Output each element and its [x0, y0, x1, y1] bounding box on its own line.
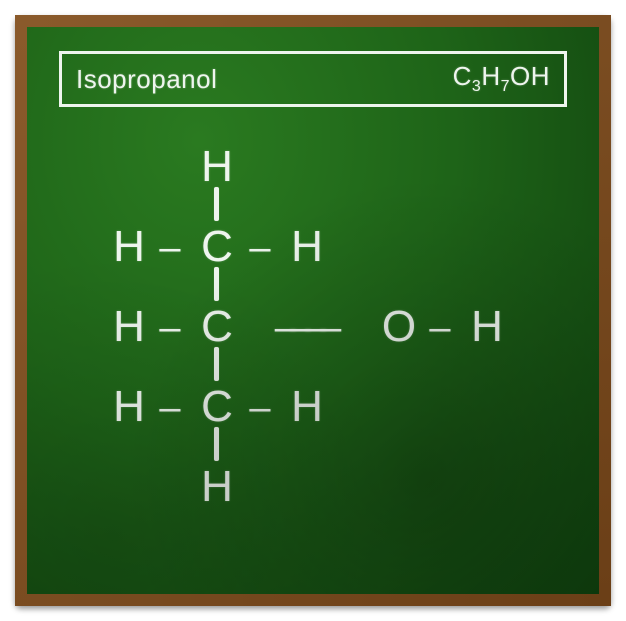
bond-C1-H1r: –: [245, 229, 275, 273]
formula-sub7: 7: [501, 79, 510, 96]
molecular-formula: C3H7OH: [453, 61, 550, 96]
compound-name: Isopropanol: [76, 64, 217, 95]
bond-C3-H3r: –: [245, 389, 275, 433]
title-box: Isopropanol C3H7OH: [59, 51, 567, 107]
chalkboard-surface: Isopropanol C3H7OH HHCHHCOHHCHH–––––––––…: [27, 27, 599, 594]
formula-H: H: [481, 61, 500, 91]
atom-H1r: H: [285, 225, 329, 269]
structural-formula: HHCHHCOHHCHH––––––––––: [77, 137, 577, 577]
atom-C1: C: [195, 225, 239, 269]
formula-OH: OH: [510, 61, 550, 91]
bond-O-Hoh: –: [425, 309, 455, 353]
bond-C1-C2: [214, 267, 219, 301]
atom-H2l: H: [107, 305, 151, 349]
bond-H3l-C3: –: [155, 389, 185, 433]
atom-Htop: H: [195, 145, 239, 189]
bond-H2l-C2: –: [155, 309, 185, 353]
bond-C3-Hbot: [214, 427, 219, 461]
atom-H3r: H: [285, 385, 329, 429]
atom-Hbot: H: [195, 465, 239, 509]
bond-C2-C3: [214, 347, 219, 381]
atom-C3: C: [195, 385, 239, 429]
atom-C2: C: [195, 305, 239, 349]
bond-H1l-C1: –: [155, 229, 185, 273]
atom-H3l: H: [107, 385, 151, 429]
bond-C2-O: ––––: [245, 309, 365, 353]
atom-O: O: [377, 305, 421, 349]
formula-C: C: [453, 61, 472, 91]
bond-Htop-C1: [214, 187, 219, 221]
atom-H1l: H: [107, 225, 151, 269]
atom-Hoh: H: [465, 305, 509, 349]
chalkboard-frame: Isopropanol C3H7OH HHCHHCOHHCHH–––––––––…: [15, 15, 611, 606]
formula-sub3: 3: [472, 79, 481, 96]
